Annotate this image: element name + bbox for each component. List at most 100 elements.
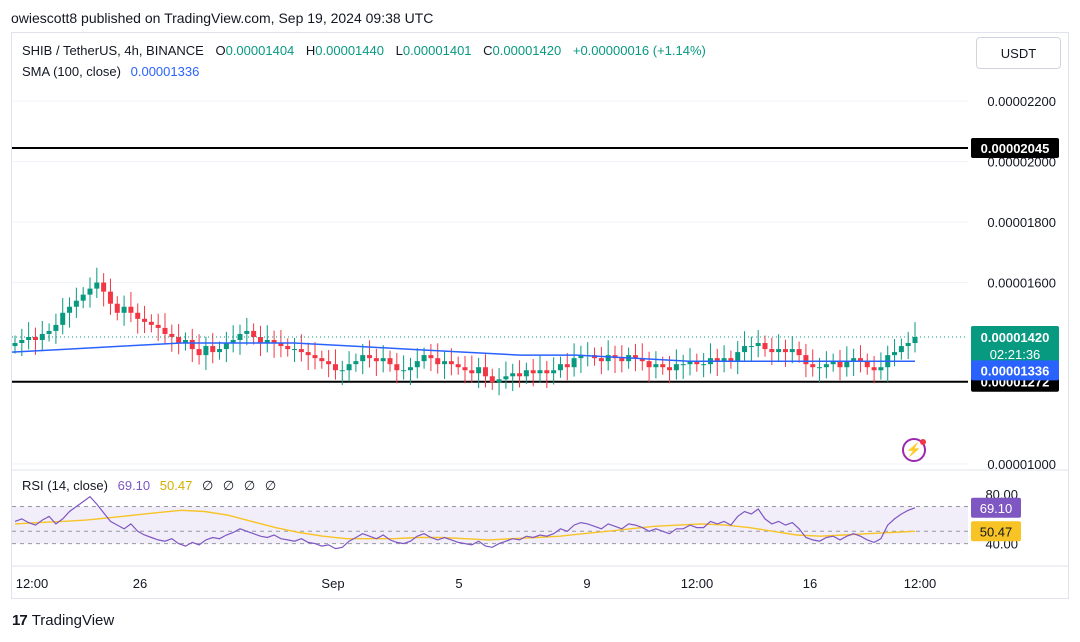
- low-value: 0.00001401: [402, 43, 472, 58]
- candle-body: [619, 358, 625, 362]
- candle-body: [482, 367, 488, 377]
- rsi-band: [12, 506, 968, 544]
- candle-body: [217, 349, 223, 353]
- candle-body: [667, 367, 673, 371]
- candle-body: [196, 349, 202, 356]
- candle-body: [101, 282, 107, 292]
- candle-body: [162, 327, 168, 334]
- candle-body: [244, 330, 250, 334]
- candle-body: [421, 355, 427, 362]
- time-tick-label: 12:00: [904, 576, 937, 591]
- candle-body: [857, 358, 863, 362]
- low-label: L: [395, 43, 403, 58]
- countdown-label: 02:21:36: [990, 347, 1041, 362]
- candle-body: [810, 364, 816, 368]
- candles: [12, 267, 968, 396]
- candle-body: [142, 318, 148, 322]
- candle-body: [803, 355, 809, 365]
- rsi-empty-3: ∅: [243, 478, 256, 493]
- sma-tag-box: [971, 360, 1059, 381]
- level-tag-box: [971, 138, 1059, 159]
- rsi-value-tag-box: [971, 497, 1021, 518]
- candle-body: [564, 364, 570, 368]
- candle-body: [442, 361, 448, 365]
- candle-body: [742, 346, 748, 353]
- candle-body: [169, 333, 175, 337]
- candle-body: [319, 358, 325, 362]
- candle-body: [39, 333, 45, 340]
- time-axis: 12:00 26 Sep 5 9 12:00 16 12:00: [12, 565, 1068, 591]
- sma-label[interactable]: SMA (100, close): [22, 64, 121, 79]
- candle-body: [346, 364, 352, 371]
- candle-body: [407, 367, 413, 371]
- candle-body: [571, 358, 577, 368]
- symbol-legend: SHIB / TetherUS, 4h, BINANCE O0.00001404…: [22, 43, 706, 58]
- time-tick-label: 12:00: [16, 576, 49, 591]
- rsi-legend: RSI (14, close) 69.10 50.47 ∅ ∅ ∅ ∅: [22, 478, 276, 494]
- candle-body: [769, 349, 775, 353]
- rsi-empty-1: ∅: [201, 478, 214, 493]
- tradingview-logo[interactable]: 17 TradingView: [12, 612, 114, 629]
- rsi-label[interactable]: RSI (14, close): [22, 478, 108, 493]
- lightning-icon[interactable]: ⚡: [902, 438, 926, 462]
- candle-body: [789, 349, 795, 353]
- candle-body: [646, 361, 652, 368]
- sma-tag-label: 0.00001336: [981, 363, 1050, 378]
- sma-line: [11, 342, 915, 362]
- candle-body: [114, 303, 120, 313]
- candle-body: [755, 343, 761, 347]
- candle-body: [557, 364, 563, 371]
- price-tick-label: 0.00001800: [987, 215, 1056, 230]
- price-axis: 0.00002200 0.00002000 0.00001800 0.00001600…: [987, 94, 1056, 472]
- candle-body: [414, 361, 420, 368]
- candle-body: [817, 367, 823, 369]
- price-tick-label: 0.00002000: [987, 155, 1056, 170]
- open-label: O: [215, 43, 226, 58]
- candle-body: [223, 343, 229, 350]
- candle-body: [851, 358, 857, 362]
- candle-body: [687, 361, 693, 365]
- rsi-ma-line: [14, 509, 916, 541]
- candle-body: [176, 336, 182, 344]
- candle-body: [360, 355, 366, 362]
- close-label: C: [483, 43, 493, 58]
- candle-body: [257, 336, 263, 344]
- time-tick-label: 5: [455, 576, 462, 591]
- candle-body: [285, 346, 291, 350]
- candle-body: [373, 358, 379, 362]
- candle-body: [762, 343, 768, 350]
- rsi-line: [14, 495, 916, 550]
- candle-body: [278, 343, 284, 347]
- candle-body: [660, 364, 666, 368]
- candle-body: [94, 282, 100, 289]
- candle-body: [823, 364, 829, 368]
- rsi-empty-2: ∅: [222, 478, 235, 493]
- symbol-name[interactable]: SHIB / TetherUS, 4h, BINANCE: [22, 43, 204, 58]
- candle-body: [128, 306, 134, 313]
- candle-body: [898, 346, 904, 353]
- currency-button[interactable]: USDT: [976, 37, 1061, 69]
- candle-body: [353, 361, 359, 365]
- candle-body: [73, 300, 79, 307]
- candle-body: [864, 361, 870, 368]
- notification-dot-icon: [920, 439, 926, 445]
- candle-body: [394, 364, 400, 371]
- publisher-line: owiescott8 published on TradingView.com,…: [11, 10, 434, 26]
- last-price-tag-box: [971, 325, 1059, 364]
- candle-body: [387, 358, 393, 365]
- rsi-value: 69.10: [117, 478, 151, 493]
- candle-body: [905, 343, 911, 347]
- price-tick-label: 0.00001000: [987, 457, 1056, 472]
- high-value: 0.00001440: [315, 43, 384, 58]
- tradingview-brand: TradingView: [31, 612, 115, 629]
- close-value: 0.00001420: [492, 43, 562, 58]
- time-tick-label: 16: [803, 576, 817, 591]
- sma-legend: SMA (100, close) 0.00001336: [22, 64, 199, 79]
- candle-body: [107, 291, 113, 304]
- candle-body: [12, 343, 18, 347]
- rsi-ma-tag-label: 50.47: [980, 524, 1013, 539]
- price-tick-label: 0.00001600: [987, 276, 1056, 291]
- chart-frame: [11, 32, 1069, 599]
